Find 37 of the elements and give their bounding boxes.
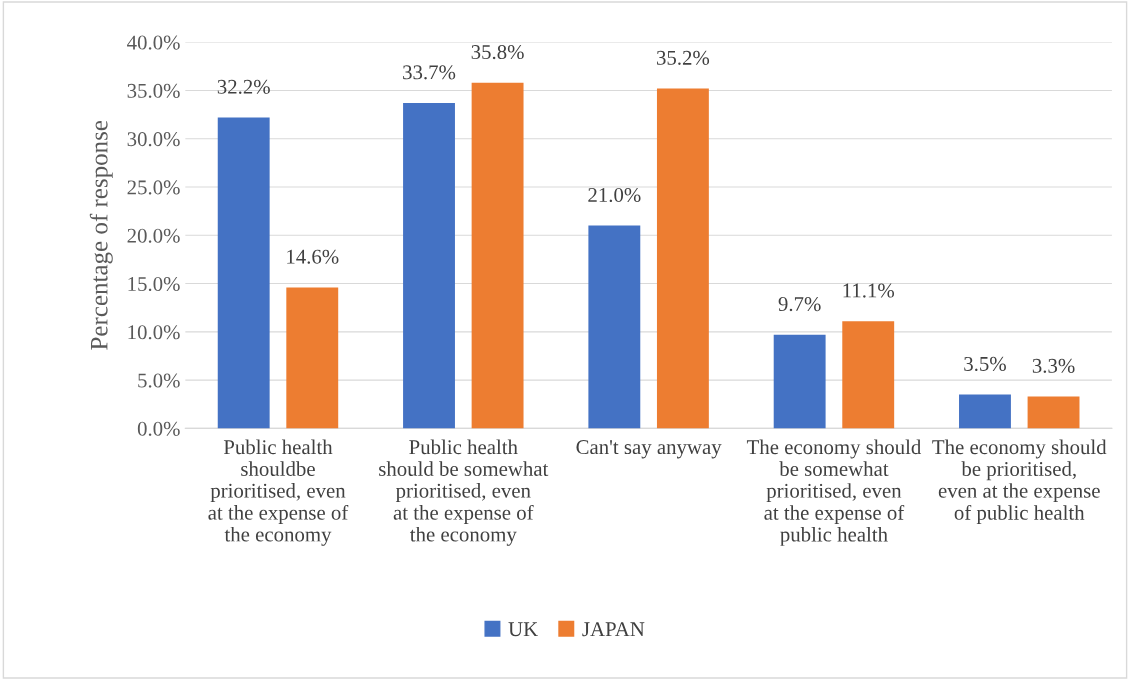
x-tick-label: Public health should be somewhat prioritised, even at the expense of the economy (379, 439, 549, 546)
y-tick-label: 30.0% (127, 132, 180, 147)
y-tick-label: 25.0% (127, 180, 180, 195)
y-tick-label: 10.0% (128, 325, 180, 340)
data-label: 14.6% (287, 249, 339, 264)
data-label: 33.7% (403, 65, 456, 80)
bar (773, 334, 826, 429)
bar (588, 225, 641, 429)
bar (842, 321, 895, 429)
bar (403, 102, 455, 429)
y-axis-title: Percentage of response (89, 120, 113, 350)
x-tick-label: The economy should be prioritised, even at the expense of public health (932, 439, 1107, 525)
legend-label: JAPAN (582, 622, 645, 637)
bar (286, 287, 339, 429)
y-tick-label: 40.0% (127, 35, 180, 50)
data-label: 3.3% (1032, 358, 1075, 373)
bar (959, 394, 1011, 429)
data-label: 21.0% (588, 187, 641, 203)
bar (656, 88, 709, 429)
x-tick-label: Can't say anyway (576, 440, 722, 459)
bar (217, 117, 270, 429)
data-label: 9.7% (778, 297, 821, 312)
y-tick-label: 0.0% (137, 421, 180, 436)
y-tick-label: 15.0% (128, 276, 180, 292)
data-label: 35.8% (471, 44, 524, 60)
y-tick-label: 5.0% (138, 373, 180, 388)
data-label: 35.2% (656, 50, 710, 65)
data-label: 32.2% (217, 79, 270, 94)
data-label: 3.5% (964, 356, 1006, 372)
bar (1027, 396, 1080, 429)
legend-label: UK (508, 622, 538, 637)
x-tick-label: Public health shouldbe prioritised, even at the expense of the economy (208, 439, 349, 546)
y-tick-label: 35.0% (127, 83, 180, 98)
y-tick-label: 20.0% (127, 228, 180, 243)
x-tick-label: The economy should be somewhat prioritised, even at the expense of public health (746, 439, 922, 546)
bar (471, 82, 524, 429)
data-label: 11.1% (843, 283, 895, 298)
